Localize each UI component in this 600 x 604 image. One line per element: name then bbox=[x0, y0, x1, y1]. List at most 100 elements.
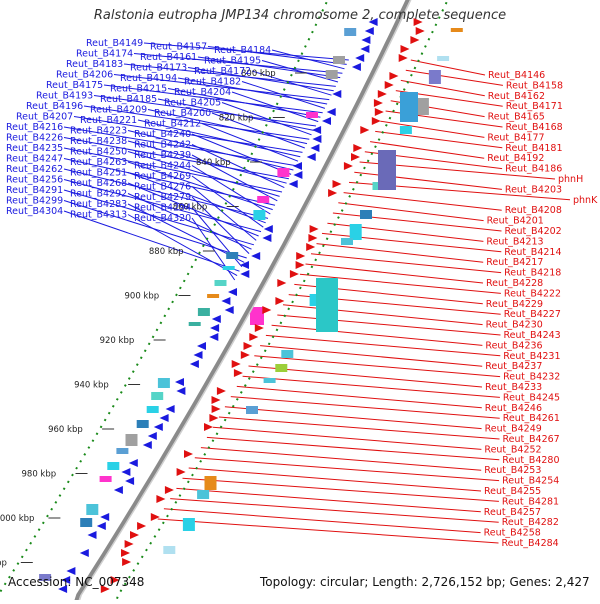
reverse-gene-label: Reut_B4232 bbox=[503, 372, 560, 383]
reverse-callout-line bbox=[338, 202, 484, 222]
forward-callout-line bbox=[93, 95, 317, 127]
reverse-gene-label: Reut_B4146 bbox=[488, 70, 545, 81]
feature-box-inner bbox=[146, 406, 159, 413]
forward-gene-arrow bbox=[288, 180, 298, 188]
forward-gene-arrow bbox=[306, 153, 316, 161]
reverse-gene-arrow bbox=[209, 414, 219, 422]
reverse-callout-line bbox=[236, 385, 482, 409]
forward-callout-line bbox=[191, 165, 271, 215]
forward-gene-label: Reut_B4292 bbox=[70, 189, 127, 200]
reverse-gene-label: Reut_B4280 bbox=[502, 455, 559, 466]
forward-gene-label: Reut_B4291 bbox=[6, 185, 63, 196]
reverse-gene-arrow bbox=[240, 351, 250, 359]
forward-callout-line bbox=[63, 158, 276, 206]
tick-label: 800 kbp bbox=[241, 69, 276, 79]
forward-callout-line bbox=[73, 116, 303, 153]
reverse-gene-label: phnH bbox=[558, 174, 583, 185]
forward-gene-label: Reut_B4212 bbox=[144, 119, 201, 130]
reverse-gene-label: Reut_B4171 bbox=[506, 101, 563, 112]
reverse-gene-label: Reut_B4252 bbox=[484, 444, 541, 455]
reverse-gene-label: Reut_B4217 bbox=[486, 257, 543, 268]
forward-gene-label: Reut_B4294 bbox=[134, 203, 191, 214]
reverse-callout-line bbox=[260, 345, 483, 367]
feature-box-inner bbox=[188, 322, 201, 326]
reverse-callout-line bbox=[248, 365, 483, 388]
reverse-callout-line bbox=[370, 141, 485, 159]
forward-gene-label: Reut_B4283 bbox=[70, 199, 127, 210]
forward-gene-arrow bbox=[100, 513, 110, 521]
forward-gene-arrow bbox=[96, 522, 106, 530]
forward-gene-arrow bbox=[228, 288, 237, 296]
reverse-callout-line bbox=[271, 324, 483, 346]
forward-gene-label: Reut_B4304 bbox=[6, 206, 63, 217]
forward-gene-label: Reut_B4205 bbox=[164, 98, 221, 109]
forward-gene-label: Reut_B4215 bbox=[110, 84, 167, 95]
forward-callout-line bbox=[207, 46, 347, 65]
tick-label: 920 kbp bbox=[100, 336, 135, 346]
reverse-gene-arrow bbox=[184, 450, 193, 458]
forward-callout-line bbox=[177, 77, 328, 105]
forward-gene-arrow bbox=[211, 315, 221, 323]
reverse-gene-label: Reut_B4165 bbox=[488, 112, 545, 123]
reverse-gene-arrow bbox=[254, 324, 264, 332]
forward-gene-label: Reut_B4276 bbox=[134, 182, 191, 193]
forward-callout-line bbox=[197, 56, 341, 79]
reverse-gene-label: Reut_B4257 bbox=[484, 507, 541, 518]
forward-gene-arrow bbox=[121, 468, 131, 476]
reverse-gene-label: Reut_B4203 bbox=[505, 184, 562, 195]
forward-gene-arrow bbox=[209, 333, 219, 341]
forward-gene-arrow bbox=[125, 477, 135, 485]
forward-callout-line bbox=[83, 105, 310, 140]
reverse-gene-arrow bbox=[332, 180, 342, 188]
feature-box-outer bbox=[263, 378, 276, 383]
forward-callout-line bbox=[271, 49, 345, 70]
feature-box-inner bbox=[80, 518, 93, 527]
forward-gene-label: Reut_B4256 bbox=[6, 175, 63, 186]
forward-gene-arrow bbox=[262, 234, 272, 242]
reverse-gene-label: Reut_B4222 bbox=[504, 288, 561, 299]
forward-gene-label: Reut_B4223 bbox=[70, 126, 127, 137]
forward-gene-label: Reut_B4268 bbox=[70, 178, 127, 189]
forward-callout-line bbox=[63, 179, 262, 233]
forward-gene-arrow bbox=[175, 378, 184, 386]
forward-gene-arrow bbox=[251, 252, 261, 260]
feature-box-inner bbox=[136, 420, 149, 428]
reverse-gene-arrow bbox=[410, 36, 420, 44]
tick-label: 1020 kbp bbox=[0, 559, 7, 569]
forward-gene-label: Reut_B4242 bbox=[134, 140, 191, 151]
forward-callout-line bbox=[127, 203, 245, 263]
reverse-callout-line bbox=[310, 253, 502, 274]
gc-dotted-ring bbox=[0, 0, 329, 595]
forward-gene-label: Reut_B4195 bbox=[204, 56, 261, 67]
reverse-callout-line bbox=[200, 447, 482, 471]
backbone-highlight bbox=[77, 0, 412, 604]
feature-box-outer bbox=[246, 406, 258, 414]
forward-gene-arrow bbox=[332, 90, 342, 98]
forward-gene-arrow bbox=[113, 486, 123, 494]
forward-callout-line bbox=[221, 102, 312, 136]
reverse-callout-line bbox=[182, 477, 499, 502]
reverse-callout-line bbox=[230, 396, 500, 419]
reverse-gene-label: Reut_B4192 bbox=[487, 153, 544, 164]
forward-callout-line bbox=[191, 217, 236, 281]
reverse-callout-line bbox=[400, 79, 485, 97]
reverse-gene-arrow bbox=[360, 126, 370, 134]
forward-callout-line bbox=[241, 81, 326, 109]
forward-callout-line bbox=[191, 196, 250, 254]
backbone-arc bbox=[73, 0, 410, 604]
forward-gene-label: Reut_B4173 bbox=[130, 63, 187, 74]
feature-box-inner bbox=[226, 252, 239, 259]
feature-box-highlight bbox=[250, 307, 264, 325]
reverse-gene-label: phnK bbox=[573, 195, 598, 206]
forward-gene-arrow bbox=[312, 135, 322, 143]
reverse-gene-arrow bbox=[204, 423, 213, 431]
forward-gene-label: Reut_B4226 bbox=[6, 133, 63, 144]
forward-gene-label: Reut_B4251 bbox=[70, 168, 127, 179]
reverse-gene-label: Reut_B4158 bbox=[506, 80, 563, 91]
forward-gene-label: Reut_B4279 bbox=[134, 192, 191, 203]
forward-gene-arrow bbox=[361, 36, 371, 44]
reverse-gene-label: Reut_B4162 bbox=[488, 91, 545, 102]
feature-box-inner bbox=[214, 280, 227, 286]
reverse-gene-arrow bbox=[121, 549, 130, 557]
reverse-callout-line bbox=[343, 192, 502, 211]
